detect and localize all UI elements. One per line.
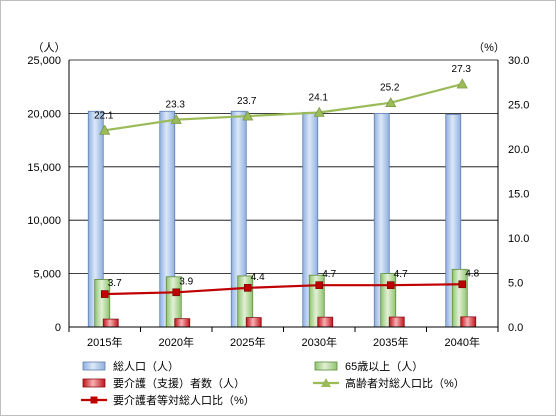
- lines: [99, 78, 468, 298]
- category-label: 2025年: [230, 335, 265, 349]
- left-axis-unit: （人）: [33, 41, 66, 54]
- line-point: [242, 110, 254, 121]
- category-label: 2030年: [302, 335, 337, 349]
- line-point: [243, 284, 252, 292]
- line-point: [100, 290, 109, 298]
- legend-label: 要介護者等対総人口比（%）: [113, 393, 255, 407]
- right-axis-unit: （%）: [473, 41, 505, 54]
- line-point: [458, 280, 467, 289]
- legend-label: 総人口（人）: [113, 359, 179, 373]
- data-label: 25.2: [380, 83, 400, 94]
- line-point: [456, 78, 468, 89]
- left-tick-label: 25,000: [27, 55, 61, 67]
- legend-swatch: [82, 378, 106, 388]
- right-tick-label: 30.0: [508, 55, 529, 67]
- bar: [460, 316, 477, 328]
- data-labels: 22.1 23.3 23.7 24.1 25.2 27.3 3.7 3.9 4.4 4.7 4.7 4…: [94, 64, 480, 289]
- left-tick-label: 10,000: [27, 215, 61, 227]
- elderly-ratio-line: [104, 82, 463, 132]
- bar: [388, 316, 405, 328]
- care-ratio-line: [104, 283, 463, 296]
- left-tick-label: 0: [55, 322, 61, 334]
- legend-label: 要介護（支援）者数（人）: [113, 376, 245, 390]
- data-label: 4.8: [465, 268, 479, 279]
- data-label: 24.1: [309, 93, 329, 104]
- data-label: 23.3: [166, 100, 186, 111]
- category-label: 2020年: [159, 335, 194, 349]
- bar: [102, 318, 119, 328]
- data-label: 3.9: [179, 276, 193, 287]
- line-point: [313, 106, 325, 117]
- left-tick-label: 15,000: [27, 162, 61, 174]
- line-point: [170, 114, 182, 124]
- data-label: 3.7: [108, 278, 122, 289]
- legend-marker: [321, 378, 331, 387]
- data-label: 4.7: [394, 269, 408, 280]
- line-point: [99, 124, 111, 135]
- line-point: [315, 281, 324, 289]
- bar: [317, 316, 334, 328]
- bar: [245, 317, 262, 328]
- bar: [174, 318, 191, 328]
- category-label: 2040年: [445, 335, 480, 349]
- line-point: [385, 97, 397, 108]
- right-tick-label: 5.0: [508, 278, 523, 290]
- line-point: [386, 281, 395, 289]
- legend-swatch: [314, 361, 338, 371]
- category-label: 2015年: [87, 335, 122, 349]
- left-tick-label: 5,000: [33, 269, 61, 281]
- data-label: 22.1: [94, 110, 114, 121]
- category-label: 2035年: [373, 335, 408, 349]
- right-tick-label: 0.0: [508, 322, 523, 334]
- data-label: 4.4: [251, 272, 265, 283]
- right-tick-label: 10.0: [508, 233, 529, 245]
- data-label: 23.7: [237, 96, 257, 107]
- legend-marker: [90, 396, 98, 404]
- line-point: [172, 288, 181, 297]
- axes: 0 5,000 10,000 15,000 20,000 25,000 0.0 5.0 10.0…: [27, 41, 529, 349]
- legend: 総人口（人） 65歳以上（人） 要介護（支援）者数（人） 高齢者対総人口比（%） 要介護…: [81, 359, 465, 407]
- left-tick-label: 20,000: [27, 108, 61, 120]
- legend-label: 高齢者対総人口比（%）: [345, 376, 465, 390]
- data-label: 27.3: [452, 64, 472, 75]
- legend-label: 65歳以上（人）: [345, 360, 423, 373]
- right-tick-label: 20.0: [508, 144, 529, 156]
- right-tick-label: 15.0: [508, 189, 529, 201]
- data-label: 4.7: [322, 269, 336, 280]
- legend-swatch: [82, 361, 106, 371]
- bars: [87, 110, 477, 328]
- right-tick-label: 25.0: [508, 100, 529, 112]
